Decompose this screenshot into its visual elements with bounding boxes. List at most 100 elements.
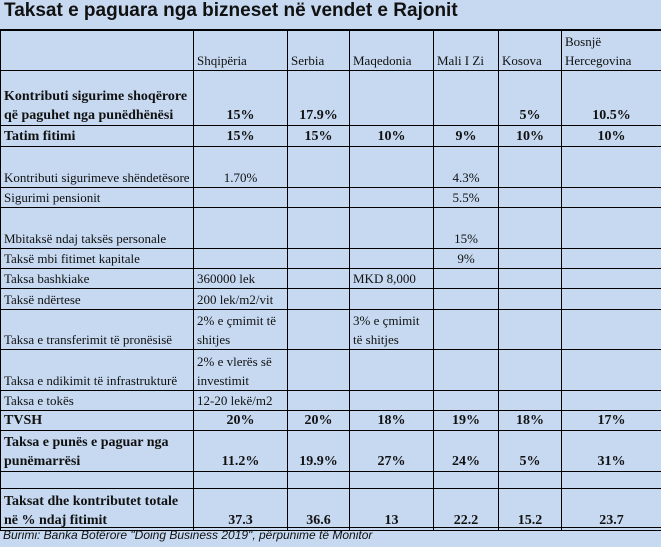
value-cell: 2% e çmimit të shitjes bbox=[193, 309, 288, 350]
empty-cell bbox=[349, 349, 434, 391]
row-label: Kontributi sigurimeve shëndetësore bbox=[0, 146, 194, 188]
empty-cell bbox=[561, 288, 661, 310]
header-cell: Kosova bbox=[498, 30, 562, 71]
empty-cell bbox=[561, 268, 661, 289]
header-cell: Maqedonia bbox=[349, 30, 434, 71]
value-cell: 5% bbox=[498, 70, 562, 126]
row-label: Taksa e tokës bbox=[0, 390, 194, 411]
value-cell: 2% e vlerës së investimit bbox=[193, 349, 288, 391]
empty-cell bbox=[287, 349, 350, 391]
empty-cell bbox=[561, 471, 661, 489]
empty-cell bbox=[287, 309, 350, 350]
row-label: Taksa bashkiake bbox=[0, 268, 194, 289]
empty-cell bbox=[287, 248, 350, 269]
title: Taksat e paguara nga bizneset në vendet … bbox=[0, 0, 661, 30]
empty-cell bbox=[498, 248, 562, 269]
empty-cell bbox=[287, 268, 350, 289]
value-cell: 27% bbox=[349, 430, 434, 472]
value-cell: 10% bbox=[498, 125, 562, 147]
row-label: Taksa e punës e paguar nga punëmarrësi bbox=[0, 430, 194, 472]
value-cell: 20% bbox=[287, 410, 350, 431]
table-row: Taksa e transferimit të pronësisë 2% e çm… bbox=[0, 309, 661, 350]
row-label: Taksa e ndikimit të infrastrukturë bbox=[0, 349, 194, 391]
empty-cell bbox=[349, 187, 434, 208]
spacer-row bbox=[0, 471, 661, 489]
empty-cell bbox=[433, 70, 499, 126]
empty-cell bbox=[498, 146, 562, 188]
row-label: Sigurimi pensionit bbox=[0, 187, 194, 208]
empty-cell bbox=[561, 187, 661, 208]
empty-cell bbox=[193, 187, 288, 208]
empty-cell bbox=[561, 207, 661, 249]
header-cell: Bosnjë Hercegovina bbox=[561, 30, 661, 71]
empty-cell bbox=[287, 146, 350, 188]
value-cell: 22.2 bbox=[433, 488, 499, 531]
value-cell: 15% bbox=[287, 125, 350, 147]
empty-cell bbox=[349, 146, 434, 188]
empty-cell bbox=[498, 288, 562, 310]
value-cell: 15.2 bbox=[498, 488, 562, 531]
value-cell: 17.9% bbox=[287, 70, 350, 126]
header-cell: Serbia bbox=[287, 30, 350, 71]
value-cell: 19% bbox=[433, 410, 499, 431]
empty-cell bbox=[349, 248, 434, 269]
table-row: Kontributi sigurimeve shëndetësore 1.70% 4… bbox=[0, 146, 661, 188]
empty-cell bbox=[193, 248, 288, 269]
header-cell bbox=[0, 30, 194, 71]
header-cell: Mali I Zi bbox=[433, 30, 499, 71]
value-cell: 360000 lek bbox=[193, 268, 288, 289]
value-cell: 13 bbox=[349, 488, 434, 531]
empty-cell bbox=[561, 390, 661, 411]
empty-cell bbox=[498, 390, 562, 411]
empty-cell bbox=[287, 471, 350, 489]
table-row: Taksat dhe kontributet totale në % ndaj … bbox=[0, 488, 661, 531]
table-row: Taksa e tokës 12-20 lekë/m2 bbox=[0, 390, 661, 411]
empty-cell bbox=[193, 207, 288, 249]
empty-cell bbox=[561, 349, 661, 391]
value-cell: 5% bbox=[498, 430, 562, 472]
value-cell: 18% bbox=[498, 410, 562, 431]
value-cell: 10% bbox=[561, 125, 661, 147]
empty-cell bbox=[498, 309, 562, 350]
row-label: Taksat dhe kontributet totale në % ndaj … bbox=[0, 488, 194, 531]
value-cell: 10% bbox=[349, 125, 434, 147]
empty-cell bbox=[561, 309, 661, 350]
table-row: Tatim fitimi 15% 15% 10% 9% 10% 10% bbox=[0, 125, 661, 147]
value-cell: 19.9% bbox=[287, 430, 350, 472]
empty-cell bbox=[433, 288, 499, 310]
value-cell: 23.7 bbox=[561, 488, 661, 531]
value-cell: 18% bbox=[349, 410, 434, 431]
value-cell: 10.5% bbox=[561, 70, 661, 126]
value-cell: 17% bbox=[561, 410, 661, 431]
empty-cell bbox=[498, 471, 562, 489]
value-cell: 4.3% bbox=[433, 146, 499, 188]
value-cell: 5.5% bbox=[433, 187, 499, 208]
empty-cell bbox=[561, 248, 661, 269]
value-cell: 24% bbox=[433, 430, 499, 472]
value-cell: 11.2% bbox=[193, 430, 288, 472]
row-label: Mbitaksë ndaj taksës personale bbox=[0, 207, 194, 249]
empty-cell bbox=[0, 471, 194, 489]
empty-cell bbox=[287, 390, 350, 411]
value-cell: 37.3 bbox=[193, 488, 288, 531]
empty-cell bbox=[433, 390, 499, 411]
row-label: Taksa e transferimit të pronësisë bbox=[0, 309, 194, 350]
empty-cell bbox=[349, 207, 434, 249]
empty-cell bbox=[287, 288, 350, 310]
row-label: TVSH bbox=[0, 410, 194, 431]
value-cell: 20% bbox=[193, 410, 288, 431]
empty-cell bbox=[433, 309, 499, 350]
value-cell: 15% bbox=[433, 207, 499, 249]
header-cell: Shqipëria bbox=[193, 30, 288, 71]
empty-cell bbox=[498, 349, 562, 391]
value-cell: 1.70% bbox=[193, 146, 288, 188]
empty-cell bbox=[433, 471, 499, 489]
value-cell: 15% bbox=[193, 125, 288, 147]
table-row: Taksa e punës e paguar nga punëmarrësi 11… bbox=[0, 430, 661, 472]
empty-cell bbox=[561, 146, 661, 188]
empty-cell bbox=[498, 268, 562, 289]
row-label: Taksë mbi fitimet kapitale bbox=[0, 248, 194, 269]
empty-cell bbox=[349, 390, 434, 411]
empty-cell bbox=[433, 268, 499, 289]
value-cell: 3% e çmimit të shitjes bbox=[349, 309, 434, 350]
